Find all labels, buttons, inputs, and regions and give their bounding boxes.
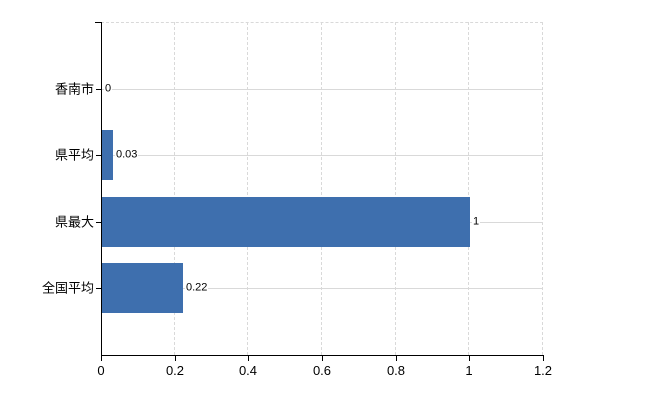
x-tick-label: 1.2: [533, 363, 553, 378]
x-gridline: [542, 22, 544, 355]
bar-value-label: 0: [104, 82, 113, 95]
category-label: 香南市: [54, 81, 94, 97]
x-axis-tick: [175, 356, 176, 361]
x-gridline: [468, 22, 470, 355]
x-axis-tick: [322, 356, 323, 361]
bar-value-label: 0.03: [115, 148, 139, 161]
category-label: 県最大: [54, 214, 94, 230]
x-axis-tick: [248, 356, 249, 361]
category-label: 県平均: [54, 147, 94, 163]
y-axis-top-tick: [95, 22, 101, 23]
y-axis-tick: [96, 155, 101, 156]
x-gridline: [173, 22, 176, 355]
x-tick-label: 0.2: [165, 363, 185, 378]
y-axis-tick: [96, 222, 101, 223]
x-tick-label: 0.6: [312, 363, 332, 378]
y-gridline: [101, 288, 543, 289]
category-label: 全国平均: [41, 280, 94, 296]
y-gridline: [101, 89, 543, 90]
x-axis-tick: [543, 356, 544, 361]
y-gridline: [101, 155, 543, 156]
x-axis-tick: [101, 356, 102, 361]
x-tick-label: 0.4: [238, 363, 258, 378]
y-axis-tick: [96, 288, 101, 289]
bar: [102, 197, 470, 247]
x-axis-line: [101, 355, 544, 356]
x-axis-tick: [469, 356, 470, 361]
x-axis-tick: [396, 356, 397, 361]
bar: [102, 130, 113, 180]
bar-value-label: 1: [472, 215, 481, 228]
x-tick-label: 0: [97, 363, 105, 378]
x-tick-label: 1: [465, 363, 473, 378]
x-gridline: [247, 22, 249, 355]
bar: [102, 263, 183, 313]
x-gridline: [394, 22, 397, 355]
y-axis-line: [101, 22, 102, 356]
bar-value-label: 0.22: [185, 281, 209, 294]
x-tick-label: 0.8: [386, 363, 406, 378]
y-axis-tick: [96, 89, 101, 90]
x-gridline: [321, 22, 323, 355]
